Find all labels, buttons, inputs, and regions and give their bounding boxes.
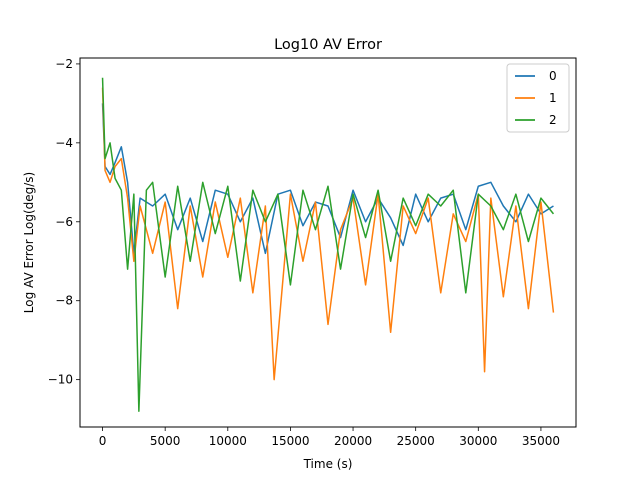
- series-line-0: [101, 103, 554, 255]
- series-line-1: [101, 87, 555, 381]
- x-tick-label: 20000: [334, 434, 372, 448]
- legend-label-1: 1: [549, 91, 557, 105]
- x-tick-label: 0: [99, 434, 107, 448]
- y-tick-label: −2: [55, 57, 73, 71]
- legend-frame: [506, 63, 570, 133]
- x-tick-label: 35000: [522, 434, 560, 448]
- y-tick-label: −10: [48, 373, 73, 387]
- y-tick-label: −8: [55, 294, 73, 308]
- series-layer: [101, 77, 555, 412]
- x-tick-label: 30000: [459, 434, 497, 448]
- series-line-2: [101, 77, 555, 412]
- legend-label-2: 2: [549, 113, 557, 127]
- x-axis-label: Time (s): [303, 457, 353, 471]
- y-axis-ticks: −10 −8 −6 −4 −2: [48, 57, 80, 387]
- plot-frame: [79, 57, 577, 428]
- y-tick-label: −4: [55, 136, 73, 150]
- x-axis-ticks: 0 5000 10000 15000 20000 25000 30000 35000: [99, 427, 560, 448]
- x-tick-label: 10000: [209, 434, 247, 448]
- plot-area: [80, 58, 576, 427]
- chart-title: Log10 AV Error: [274, 37, 382, 53]
- y-axis-label: Log AV Error Log(deg/s): [22, 172, 36, 314]
- x-tick-label: 25000: [397, 434, 435, 448]
- legend: 0 1 2: [506, 63, 570, 133]
- y-tick-label: −6: [55, 215, 73, 229]
- x-tick-label: 5000: [150, 434, 181, 448]
- legend-label-0: 0: [549, 69, 557, 83]
- x-tick-label: 15000: [271, 434, 309, 448]
